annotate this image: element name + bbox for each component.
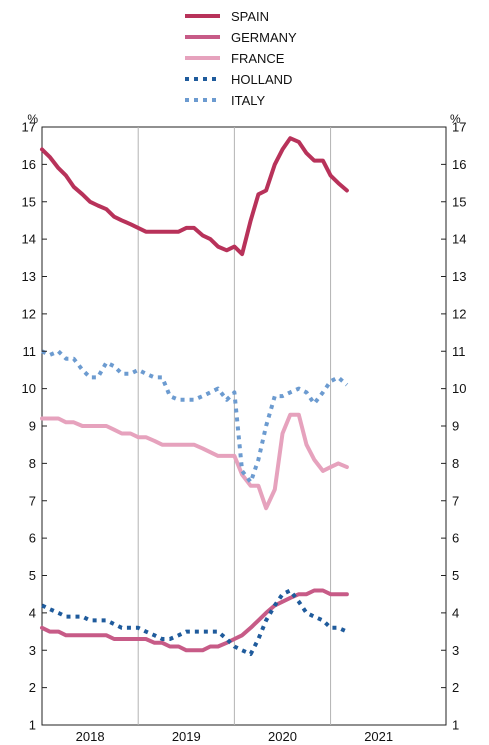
- y-unit-left: %: [27, 112, 38, 126]
- y-tick-label-right: 2: [452, 680, 459, 695]
- y-tick-label-left: 12: [22, 306, 36, 321]
- y-tick-label-right: 9: [452, 419, 459, 434]
- chart-legend: SPAIN GERMANY FRANCE HOLLAND ITALY: [185, 9, 297, 108]
- x-year-label: 2020: [268, 729, 297, 744]
- legend-label-france: FRANCE: [231, 51, 285, 66]
- y-tick-label-right: 17: [452, 120, 466, 135]
- x-year-label: 2018: [76, 729, 105, 744]
- y-tick-label-left: 10: [22, 381, 36, 396]
- y-tick-label-left: 3: [29, 643, 36, 658]
- y-tick-label-right: 8: [452, 456, 459, 471]
- y-tick-label-left: 14: [22, 232, 36, 247]
- legend-label-germany: GERMANY: [231, 30, 297, 45]
- y-tick-label-left: 9: [29, 419, 36, 434]
- series-line-italy: [41, 349, 349, 485]
- legend-label-italy: ITALY: [231, 93, 266, 108]
- series-line-spain: [40, 136, 349, 257]
- legend-label-holland: HOLLAND: [231, 72, 292, 87]
- series-line-france: [40, 412, 349, 511]
- y-tick-label-right: 6: [452, 531, 459, 546]
- y-tick-label-left: 16: [22, 157, 36, 172]
- y-tick-label-left: 11: [23, 344, 37, 359]
- y-tick-label-right: 10: [452, 381, 466, 396]
- y-tick-label-left: 17: [22, 120, 36, 135]
- y-tick-label-right: 5: [452, 568, 459, 583]
- legend-label-spain: SPAIN: [231, 9, 269, 24]
- y-tick-label-right: 14: [452, 232, 466, 247]
- y-tick-label-right: 3: [452, 643, 459, 658]
- y-unit-right: %: [450, 112, 461, 126]
- x-year-label: 2019: [172, 729, 201, 744]
- y-tick-label-left: 7: [29, 493, 36, 508]
- series-layer: [40, 136, 349, 656]
- series-line-holland: [41, 588, 348, 656]
- x-year-label: 2021: [364, 729, 393, 744]
- y-tick-label-right: 1: [452, 718, 459, 733]
- y-tick-label-left: 1: [29, 718, 36, 733]
- y-tick-label-right: 11: [452, 344, 466, 359]
- y-tick-label-right: 7: [452, 493, 459, 508]
- y-tick-label-right: 16: [452, 157, 466, 172]
- y-tick-label-left: 15: [22, 194, 36, 209]
- y-tick-label-right: 15: [452, 194, 466, 209]
- y-tick-label-right: 4: [452, 605, 459, 620]
- y-tick-label-left: 6: [29, 531, 36, 546]
- y-tick-label-left: 4: [29, 605, 36, 620]
- y-tick-label-right: 12: [452, 306, 466, 321]
- y-tick-label-left: 5: [29, 568, 36, 583]
- y-tick-label-left: 2: [29, 680, 36, 695]
- y-tick-label-left: 13: [22, 269, 36, 284]
- y-tick-label-right: 13: [452, 269, 466, 284]
- series-line-germany: [40, 588, 349, 653]
- y-tick-label-left: 8: [29, 456, 36, 471]
